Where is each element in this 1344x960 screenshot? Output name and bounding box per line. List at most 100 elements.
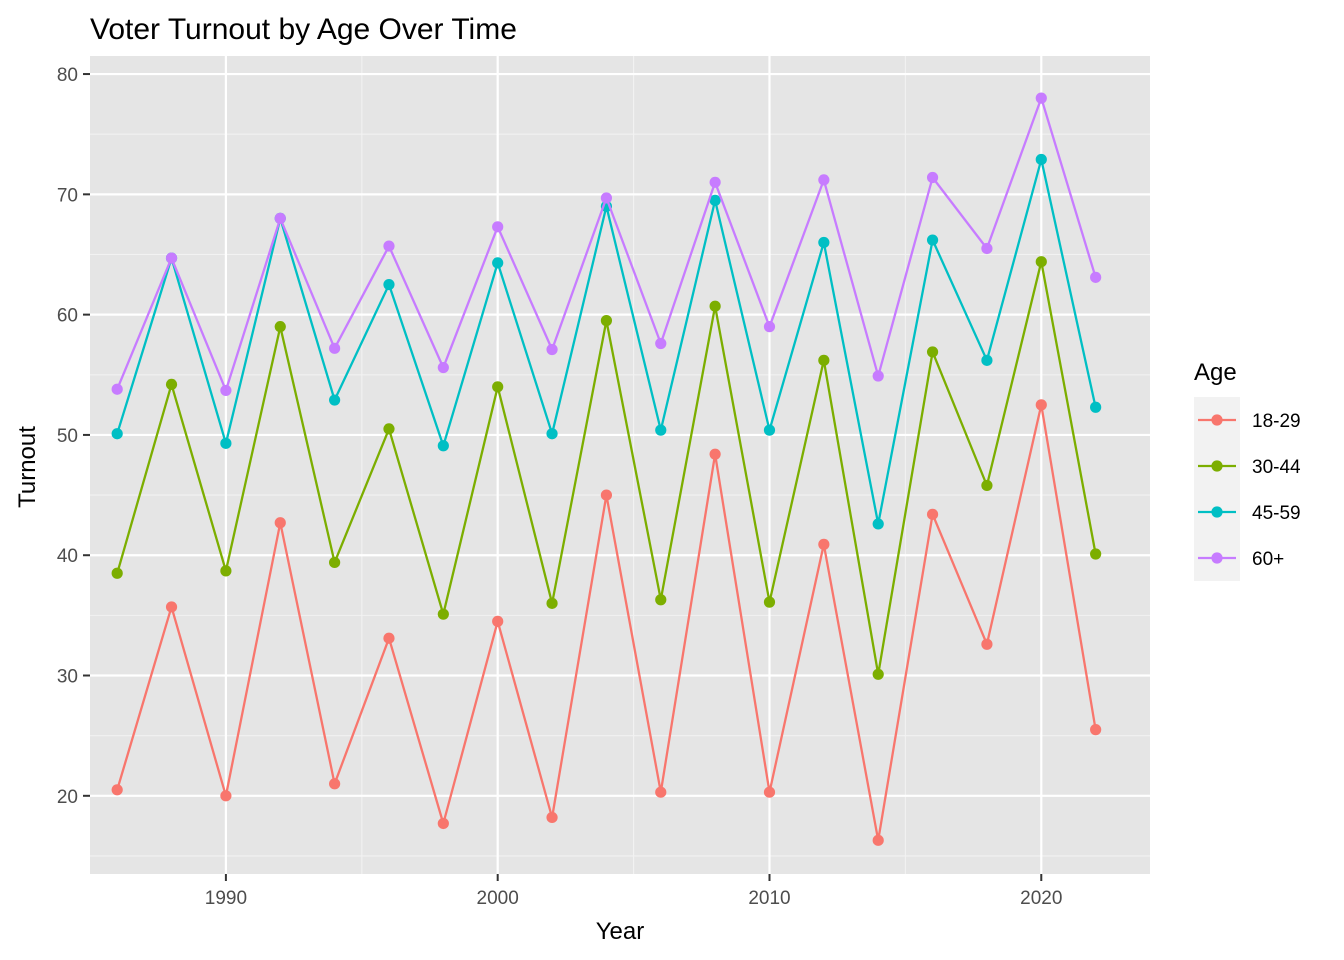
data-point: [492, 615, 504, 627]
y-tick-label: 60: [57, 306, 78, 327]
x-axis: 1990 2000 2010 2020: [205, 874, 1062, 909]
data-point: [437, 361, 449, 374]
legend-label: 60+: [1252, 549, 1284, 570]
data-point: [818, 538, 830, 550]
data-point: [383, 423, 395, 435]
series-layer: [111, 92, 1102, 846]
data-point: [274, 517, 286, 529]
data-point: [763, 596, 776, 608]
data-point: [383, 240, 395, 252]
data-point: [437, 440, 449, 452]
data-point: [546, 343, 558, 356]
legend-title: Age: [1194, 359, 1237, 386]
data-point: [763, 424, 776, 436]
y-axis-title: Turnout: [14, 426, 41, 508]
data-point: [220, 565, 232, 577]
data-point: [220, 437, 232, 449]
gridlines: [90, 56, 1150, 874]
legend-label: 30-44: [1252, 457, 1301, 478]
data-point: [546, 811, 558, 824]
data-point: [763, 321, 776, 333]
series-60+: [111, 92, 1102, 397]
y-axis: 20 30 40 50 60 70 80: [57, 65, 90, 808]
data-point: [329, 394, 341, 406]
plot-panel: [90, 56, 1150, 874]
y-tick-label: 40: [57, 546, 78, 567]
data-point: [600, 315, 613, 327]
data-point: [1035, 256, 1047, 268]
data-point: [818, 236, 830, 249]
y-tick-label: 30: [57, 667, 78, 688]
data-point: [220, 384, 232, 397]
legend-key-point: [1211, 414, 1223, 426]
data-point: [111, 567, 123, 579]
legend-item-18-29: 18-29: [1194, 397, 1301, 443]
x-tick-label: 2000: [477, 888, 519, 909]
data-point: [329, 556, 341, 569]
data-point: [926, 508, 939, 520]
data-point: [165, 252, 178, 264]
data-point: [872, 668, 884, 680]
y-tick-label: 70: [57, 185, 78, 206]
data-point: [492, 221, 504, 233]
x-tick-label: 1990: [205, 888, 247, 909]
data-point: [981, 354, 993, 366]
data-point: [709, 194, 721, 206]
data-point: [872, 834, 884, 846]
y-tick-label: 80: [57, 65, 78, 86]
data-point: [329, 342, 341, 354]
series-18-29: [111, 399, 1102, 846]
data-point: [981, 479, 993, 492]
x-axis-title: Year: [596, 918, 645, 945]
data-point: [383, 278, 395, 291]
data-point: [492, 381, 504, 393]
data-point: [1035, 153, 1047, 166]
data-point: [655, 424, 667, 436]
panel-background: [90, 56, 1150, 874]
data-point: [926, 346, 939, 358]
data-point: [600, 192, 613, 204]
data-point: [274, 321, 286, 333]
data-point: [709, 448, 721, 460]
legend-key-point: [1211, 552, 1223, 564]
legend-key-point: [1211, 506, 1223, 518]
chart-title: Voter Turnout by Age Over Time: [90, 13, 517, 46]
data-point: [546, 597, 558, 609]
data-point: [546, 428, 558, 440]
data-point: [1035, 92, 1047, 104]
data-point: [818, 174, 830, 186]
data-point: [655, 594, 667, 606]
legend: Age 18-29 30-44 45-59 60+: [1194, 359, 1301, 581]
legend-item-45-59: 45-59: [1194, 489, 1301, 535]
data-point: [111, 428, 123, 440]
legend-label: 45-59: [1252, 503, 1301, 524]
data-point: [763, 786, 776, 798]
data-point: [981, 638, 993, 650]
data-point: [709, 300, 721, 312]
data-point: [165, 378, 178, 391]
data-point: [655, 337, 667, 350]
data-point: [600, 489, 613, 501]
x-tick-label: 2010: [748, 888, 790, 909]
data-point: [1090, 401, 1102, 413]
series-30-44: [111, 256, 1102, 680]
legend-label: 18-29: [1252, 411, 1301, 432]
data-point: [1090, 724, 1102, 736]
legend-item-60+: 60+: [1194, 535, 1284, 581]
data-point: [926, 171, 939, 184]
legend-items: 18-29 30-44 45-59 60+: [1194, 397, 1301, 581]
data-point: [437, 817, 449, 830]
legend-item-30-44: 30-44: [1194, 443, 1301, 489]
data-point: [872, 518, 884, 530]
data-point: [492, 257, 504, 269]
data-point: [111, 383, 123, 395]
data-point: [111, 784, 123, 796]
y-tick-label: 50: [57, 426, 78, 447]
data-point: [872, 370, 884, 382]
data-point: [437, 608, 449, 620]
data-point: [655, 786, 667, 798]
legend-key-point: [1211, 460, 1223, 472]
data-point: [818, 354, 830, 366]
data-point: [274, 212, 286, 224]
data-point: [165, 601, 178, 613]
